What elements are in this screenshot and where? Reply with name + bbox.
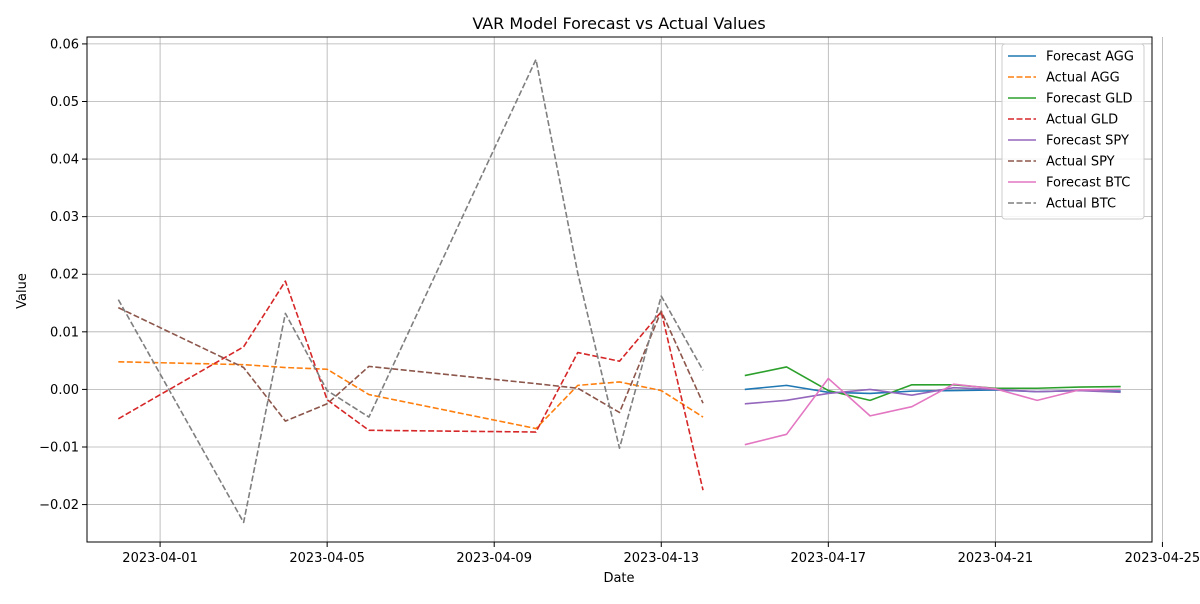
legend-label: Actual AGG xyxy=(1046,71,1120,86)
chart-title: VAR Model Forecast vs Actual Values xyxy=(472,14,765,33)
legend: Forecast AGG Actual AGG Forecast GLD Actual… xyxy=(1001,43,1145,220)
legend-label: Forecast GLD xyxy=(1046,92,1132,107)
x-axis-ticks: 2023-04-01 2023-04-05 2023-04-09 2023-04-13… xyxy=(122,542,1200,566)
legend-label: Forecast SPY xyxy=(1046,134,1129,149)
legend-label: Actual SPY xyxy=(1046,155,1115,170)
y-tick-label: 0.01 xyxy=(50,325,79,340)
y-tick-label: 0.00 xyxy=(50,383,79,398)
y-axis-ticks: −0.02 −0.01 0.00 0.01 0.02 0.03 0.04 0.05 0.06 xyxy=(39,37,87,513)
series-line-actual-gld xyxy=(117,280,704,491)
x-axis-label: Date xyxy=(603,571,634,586)
series-line-actual-agg xyxy=(118,360,704,430)
y-tick-label: 0.04 xyxy=(50,153,79,168)
x-tick-label: 2023-04-05 xyxy=(289,551,365,566)
legend-label: Forecast BTC xyxy=(1046,176,1130,191)
y-tick-label: −0.02 xyxy=(39,498,79,513)
y-tick-label: 0.06 xyxy=(50,37,79,52)
series-line-forecast-gld xyxy=(744,366,1121,402)
y-axis-label: Value xyxy=(15,273,30,309)
legend-label: Actual BTC xyxy=(1046,197,1116,212)
x-tick-label: 2023-04-13 xyxy=(623,551,699,566)
x-tick-label: 2023-04-25 xyxy=(1125,551,1200,566)
legend-label: Actual GLD xyxy=(1046,113,1118,128)
x-tick-label: 2023-04-17 xyxy=(791,551,867,566)
series-line-actual-btc xyxy=(117,58,704,524)
y-tick-label: −0.01 xyxy=(39,440,79,455)
grid xyxy=(87,37,1163,542)
plot-frame xyxy=(86,36,1153,543)
y-tick-label: 0.05 xyxy=(50,95,79,110)
y-tick-label: 0.02 xyxy=(50,268,79,283)
series-line-forecast-spy xyxy=(744,386,1121,405)
series-line-forecast-btc xyxy=(744,377,1121,446)
series-line-actual-spy xyxy=(117,306,704,422)
x-tick-label: 2023-04-21 xyxy=(958,551,1034,566)
y-tick-label: 0.03 xyxy=(50,210,79,225)
series-lines xyxy=(117,58,1121,524)
legend-box xyxy=(1001,43,1145,220)
x-tick-label: 2023-04-09 xyxy=(456,551,532,566)
legend-label: Forecast AGG xyxy=(1046,50,1134,65)
x-tick-label: 2023-04-01 xyxy=(122,551,198,566)
